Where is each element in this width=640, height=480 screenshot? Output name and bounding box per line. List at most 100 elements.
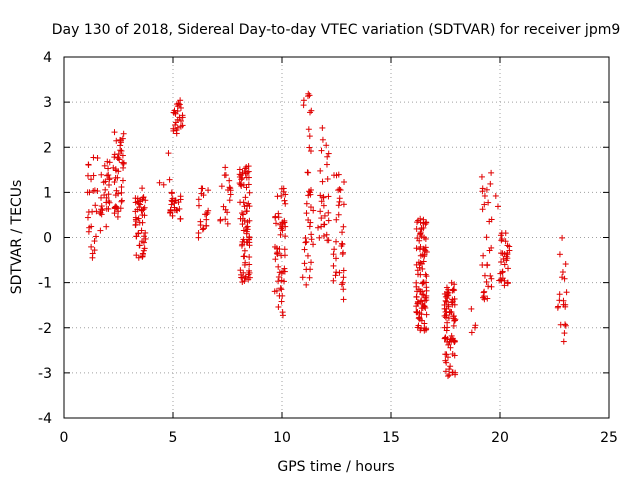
- data-point: [504, 279, 511, 286]
- data-point: [413, 303, 420, 310]
- data-point: [415, 322, 422, 329]
- data-point: [443, 298, 450, 305]
- data-point: [118, 197, 125, 204]
- data-point: [419, 291, 426, 298]
- data-point: [132, 222, 139, 229]
- data-point: [442, 297, 449, 304]
- data-point: [237, 267, 244, 274]
- data-point: [100, 179, 107, 186]
- data-point: [140, 206, 147, 213]
- data-point: [415, 271, 422, 278]
- data-point: [339, 241, 346, 248]
- data-point: [416, 237, 423, 244]
- data-point: [200, 192, 207, 199]
- data-point: [481, 272, 488, 279]
- data-point: [118, 147, 125, 154]
- data-point: [88, 243, 95, 250]
- data-point: [173, 127, 180, 134]
- data-point: [303, 200, 310, 207]
- data-point: [236, 166, 243, 173]
- data-point: [133, 233, 140, 240]
- data-point: [241, 277, 248, 284]
- data-point: [238, 182, 245, 189]
- data-point: [317, 192, 324, 199]
- data-point: [413, 279, 420, 286]
- data-point: [448, 332, 455, 339]
- data-point: [245, 200, 252, 207]
- data-point: [102, 186, 109, 193]
- data-point: [111, 129, 118, 136]
- data-point: [142, 229, 149, 236]
- data-point: [177, 193, 184, 200]
- data-point: [321, 212, 328, 219]
- data-point: [323, 231, 330, 238]
- data-point: [176, 114, 183, 121]
- data-point: [413, 293, 420, 300]
- data-point: [177, 215, 184, 222]
- data-point: [139, 250, 146, 257]
- data-point: [452, 371, 459, 378]
- data-point: [119, 177, 126, 184]
- data-point: [84, 214, 91, 221]
- data-point: [275, 274, 282, 281]
- data-point: [419, 280, 426, 287]
- data-point: [556, 251, 563, 258]
- data-point: [114, 205, 121, 212]
- data-point: [217, 217, 224, 224]
- data-point: [237, 181, 244, 188]
- data-point: [170, 127, 177, 134]
- data-point: [241, 168, 248, 175]
- data-point: [444, 290, 451, 297]
- data-point: [138, 238, 145, 245]
- data-point: [488, 169, 495, 176]
- data-point: [135, 215, 142, 222]
- data-point: [336, 186, 343, 193]
- data-point: [112, 192, 119, 199]
- data-point: [277, 231, 284, 238]
- data-point: [118, 189, 125, 196]
- data-point: [156, 179, 163, 186]
- data-point: [105, 198, 112, 205]
- data-point: [308, 107, 315, 114]
- data-point: [242, 194, 249, 201]
- data-point: [101, 192, 108, 199]
- data-point: [246, 203, 253, 210]
- data-point: [86, 189, 93, 196]
- data-point: [177, 97, 184, 104]
- data-point: [239, 274, 246, 281]
- data-point: [90, 154, 97, 161]
- data-point: [279, 312, 286, 319]
- data-point: [503, 253, 510, 260]
- data-point: [246, 269, 253, 276]
- data-point: [340, 286, 347, 293]
- data-point: [448, 279, 455, 286]
- data-point: [169, 198, 176, 205]
- data-point: [111, 210, 118, 217]
- data-point: [104, 158, 111, 165]
- data-point: [447, 363, 454, 370]
- data-point: [280, 185, 287, 192]
- data-point: [307, 148, 314, 155]
- data-point: [282, 200, 289, 207]
- data-point: [281, 252, 288, 259]
- data-point: [120, 130, 127, 137]
- data-point: [445, 315, 452, 322]
- data-point: [321, 221, 328, 228]
- data-point: [339, 251, 346, 258]
- data-point: [443, 351, 450, 358]
- data-point: [222, 172, 229, 179]
- data-point: [419, 265, 426, 272]
- data-point: [449, 350, 456, 357]
- data-point: [417, 260, 424, 267]
- data-point: [220, 203, 227, 210]
- data-point: [239, 221, 246, 228]
- data-point: [305, 126, 312, 133]
- data-point: [308, 259, 315, 266]
- data-point: [97, 209, 104, 216]
- data-point: [301, 260, 308, 267]
- data-point: [239, 238, 246, 245]
- data-point: [304, 169, 311, 176]
- data-point: [335, 202, 342, 209]
- data-point: [498, 235, 505, 242]
- data-point: [114, 213, 121, 220]
